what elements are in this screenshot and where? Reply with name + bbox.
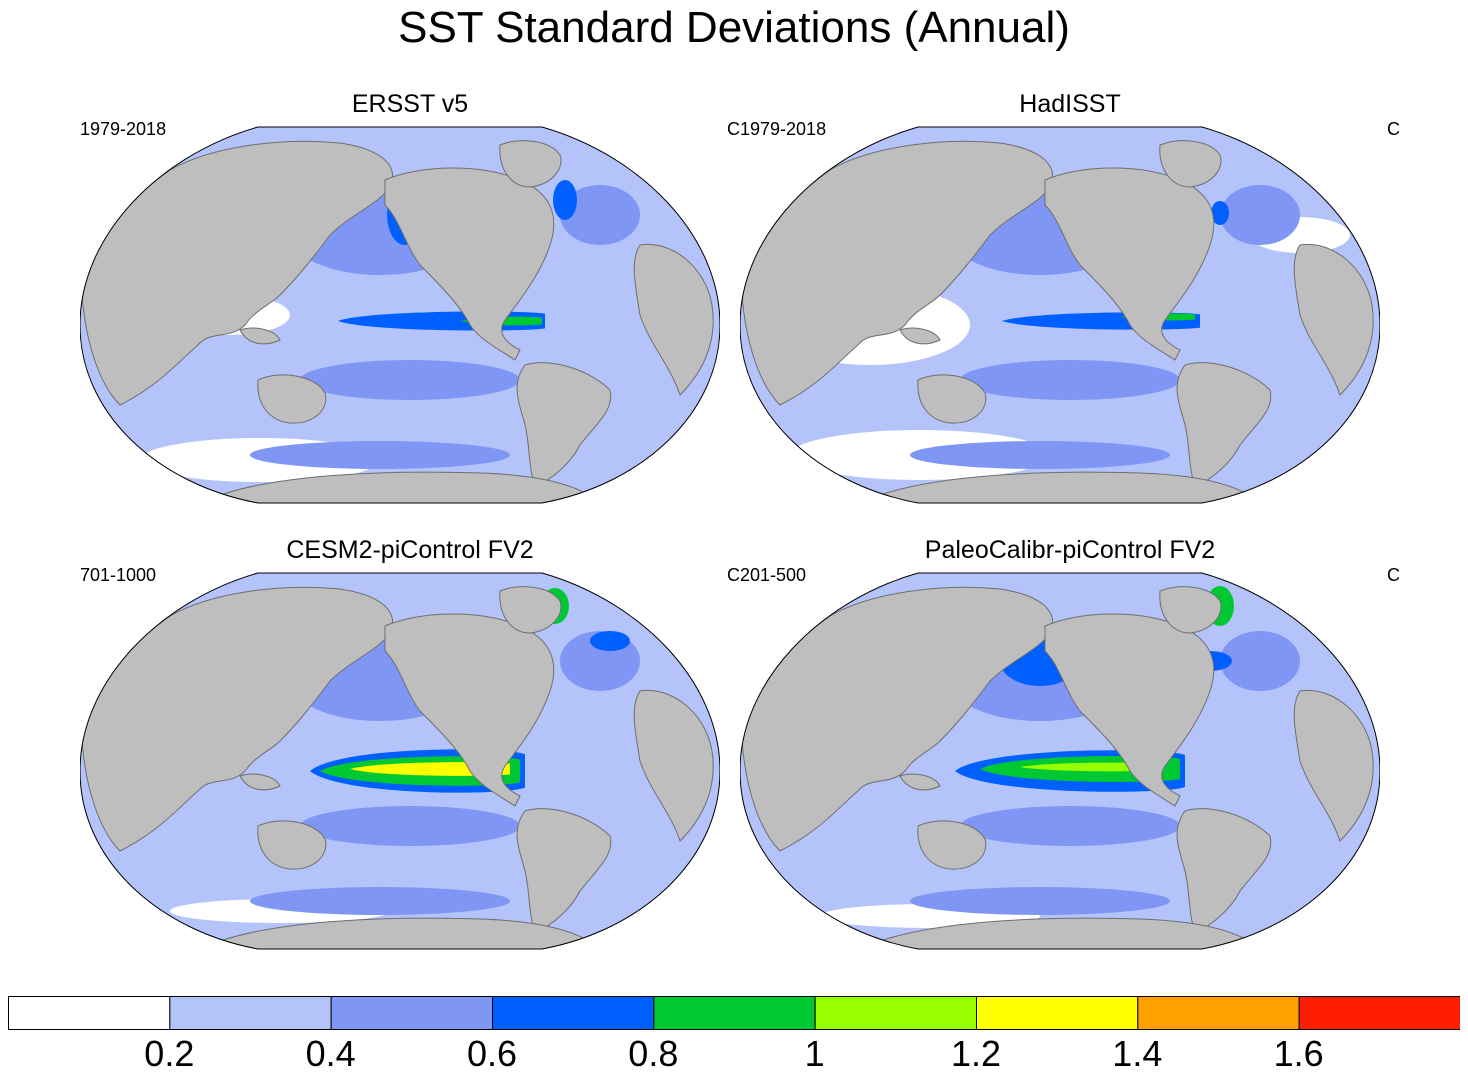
ocean-field [740,127,1380,503]
sst-map [80,126,720,504]
mid-variance-band [560,185,640,245]
land-mass [81,140,393,406]
sst-map [740,126,1380,504]
colorbar-tick-label: 0.8 [628,1033,679,1074]
panel-title: HadISST [1019,90,1121,118]
colorbar-box [1298,996,1460,1030]
land-mass [1176,362,1272,488]
land-mass [868,471,1262,503]
colorbar-tick-label: 1.4 [1112,1033,1163,1074]
colorbar-box [814,996,978,1030]
land-mass [257,820,327,870]
colorbar-box [492,996,655,1030]
panel-title: PaleoCalibr-piControl FV2 [924,536,1216,564]
sst-map [80,572,720,950]
panel-units: C [1387,565,1400,585]
sst-map [740,572,1380,950]
panel-title: ERSST v5 [351,90,469,118]
land-mass [516,808,612,934]
mid-variance-band [910,441,1170,469]
mid-variance-band [300,360,520,400]
mid-variance-band [910,887,1170,915]
land-mass [899,327,941,345]
colorbar-tick-label: 0.6 [466,1033,518,1074]
panel-title: CESM2-piControl FV2 [286,536,534,564]
mid-variance-band [1220,631,1300,691]
land-mass [1159,140,1222,188]
mid-variance-band [960,360,1180,400]
mid-variance-band [250,887,510,915]
map-panel-ersst: ERSST v5 1979-2018 C [80,90,740,535]
colorbar-box [1137,996,1300,1030]
land-mass [1159,586,1222,634]
ocean-field [80,573,720,949]
land-mass [208,917,602,949]
land-mass [1176,808,1272,934]
land-mass [868,917,1262,949]
mid-variance-band [1220,185,1300,245]
map-panel-cesm2: CESM2-piControl FV2 701-1000 C [80,536,740,981]
map-border [80,572,720,950]
colorbar-tick-label: 0.2 [144,1033,195,1074]
variance-spot [553,180,577,220]
figure-title: SST Standard Deviations (Annual) [398,3,1070,52]
panel-units: C [727,119,740,139]
map-panel-hadisst: HadISST 1979-2018 C [740,90,1400,535]
ocean-field [80,127,720,503]
panel-units: C [727,565,740,585]
land-mass [741,140,1053,406]
land-mass [257,374,327,424]
map-border [740,572,1380,950]
colorbar-box [8,996,171,1030]
land-mass [239,773,281,791]
land-mass [516,362,612,488]
colorbar-tick-label: 1 [804,1033,825,1074]
land-mass [499,586,562,634]
panel-period: 201-500 [740,565,807,585]
panel-period: 1979-2018 [740,119,827,139]
colorbar-box [330,996,493,1030]
colorbar-tick-label: 0.4 [305,1033,356,1074]
land-mass [1293,689,1374,842]
land-mass [81,586,393,852]
ocean-field [740,573,1380,949]
enso-tongue [1020,762,1150,772]
land-mass [208,471,602,503]
variance-spot [1211,201,1229,225]
land-mass [239,327,281,345]
mid-variance-band [300,806,520,846]
land-mass [1293,243,1374,396]
colorbar-box [653,996,816,1030]
land-mass [917,820,987,870]
colorbar-box [169,996,332,1030]
colorbar [8,996,1460,1030]
land-mass [917,374,987,424]
variance-spot [590,631,630,651]
map-border [80,126,720,504]
colorbar-tick-label: 1.2 [950,1033,1002,1074]
land-mass [899,773,941,791]
panel-period: 701-1000 [80,565,157,585]
map-border [740,126,1380,504]
land-mass [633,243,714,396]
mid-variance-band [250,441,510,469]
panel-period: 1979-2018 [80,119,167,139]
colorbar-tick-label: 1.6 [1273,1033,1324,1074]
map-panel-paleocalibr: PaleoCalibr-piControl FV2 201-500 C [740,536,1400,981]
mid-variance-band [960,806,1180,846]
land-mass [741,586,1053,852]
land-mass [633,689,714,842]
colorbar-box [976,996,1139,1030]
land-mass [499,140,562,188]
panel-units: C [1387,119,1400,139]
